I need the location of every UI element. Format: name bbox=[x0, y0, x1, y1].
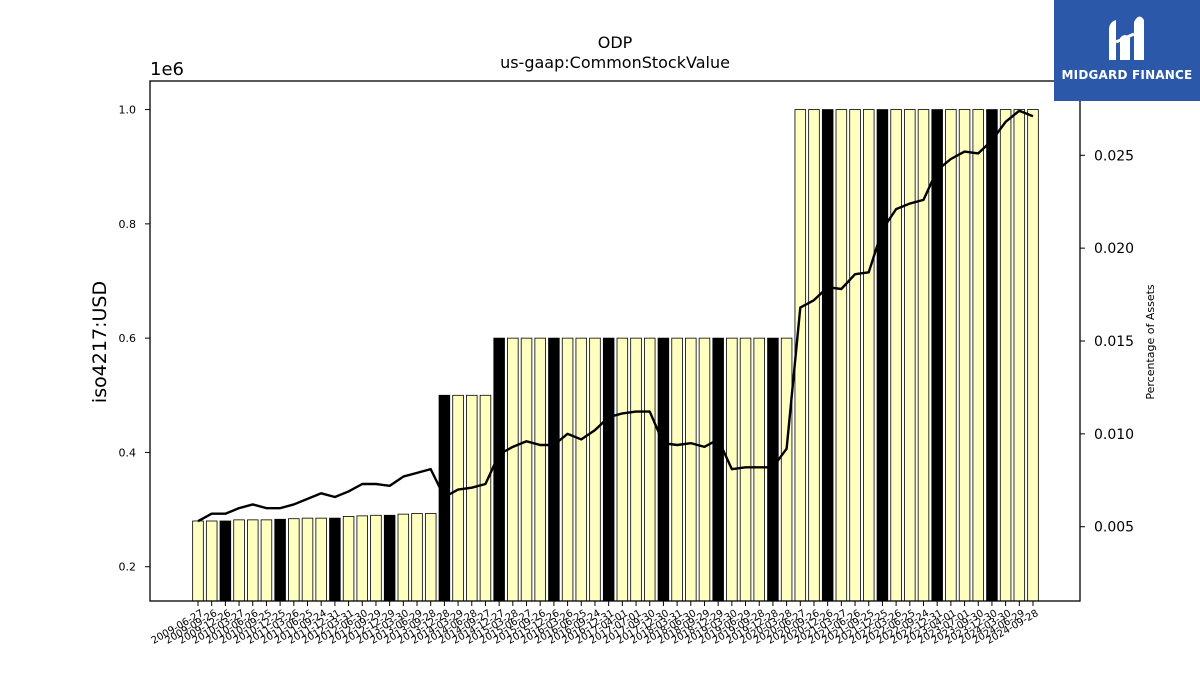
bar bbox=[671, 337, 683, 602]
bar bbox=[493, 337, 505, 602]
bar bbox=[288, 518, 300, 602]
chart-subtitle: us-gaap:CommonStockValue bbox=[500, 53, 730, 72]
chart-title: ODP bbox=[598, 33, 633, 52]
y2-tick-label: 0.010 bbox=[1094, 427, 1134, 443]
bar bbox=[602, 337, 615, 602]
bar bbox=[205, 520, 218, 602]
brand-name: MIDGARD FINANCE bbox=[1061, 68, 1193, 82]
bar bbox=[561, 337, 574, 602]
bar bbox=[301, 517, 314, 602]
bar bbox=[452, 394, 464, 602]
y2-tick-label: 0.015 bbox=[1094, 334, 1134, 350]
bar bbox=[247, 519, 259, 602]
bar bbox=[890, 109, 902, 602]
bar bbox=[849, 109, 861, 602]
bar bbox=[999, 109, 1012, 602]
bar bbox=[904, 109, 916, 602]
bar bbox=[479, 394, 492, 602]
bar bbox=[315, 517, 327, 602]
bar bbox=[575, 337, 588, 602]
bar bbox=[219, 520, 232, 602]
bar bbox=[534, 337, 546, 602]
bar bbox=[233, 519, 245, 602]
bar bbox=[685, 337, 697, 602]
bar bbox=[589, 337, 601, 602]
y-tick-label: 0.8 bbox=[119, 218, 137, 231]
y2-axis-label: Percentage of Assets bbox=[1144, 284, 1157, 400]
bar bbox=[397, 513, 410, 602]
bar bbox=[931, 109, 943, 602]
brand-logo: MIDGARD FINANCE bbox=[1054, 0, 1200, 101]
bar bbox=[643, 337, 656, 602]
bar bbox=[548, 337, 560, 602]
plot-frame bbox=[149, 80, 1081, 602]
bar bbox=[411, 513, 423, 602]
y-tick-label: 0.2 bbox=[119, 561, 137, 574]
bar bbox=[945, 109, 957, 602]
bar bbox=[958, 109, 971, 602]
bar bbox=[698, 337, 711, 602]
y2-tick-label: 0.005 bbox=[1094, 520, 1134, 536]
bar bbox=[780, 337, 793, 602]
bar bbox=[821, 109, 834, 602]
bar bbox=[739, 337, 752, 602]
bar bbox=[876, 109, 889, 602]
bar-group bbox=[192, 109, 1039, 602]
midgard-logo-icon bbox=[1109, 16, 1144, 61]
y-tick-label: 0.4 bbox=[119, 446, 137, 459]
bar bbox=[329, 517, 341, 602]
bar bbox=[767, 337, 779, 602]
bar bbox=[808, 109, 820, 602]
bar bbox=[863, 109, 875, 602]
y2-tick-label: 0.020 bbox=[1094, 241, 1134, 257]
bar bbox=[370, 514, 382, 602]
y-tick-label: 0.6 bbox=[119, 332, 137, 345]
bar bbox=[192, 520, 204, 602]
bar bbox=[835, 109, 848, 602]
bar bbox=[753, 337, 765, 602]
bar bbox=[630, 337, 642, 602]
bar bbox=[1013, 109, 1026, 602]
bar bbox=[616, 337, 629, 602]
bar bbox=[260, 519, 273, 602]
bar bbox=[342, 516, 355, 602]
bar bbox=[1027, 109, 1039, 602]
bar bbox=[972, 109, 984, 602]
bar bbox=[466, 394, 478, 602]
bar bbox=[712, 337, 724, 602]
bar bbox=[917, 109, 930, 602]
bar bbox=[507, 337, 519, 602]
bar bbox=[424, 513, 437, 602]
y-axis-label: iso4217:USD bbox=[89, 281, 111, 403]
y-tick-label: 1.0 bbox=[119, 104, 137, 117]
y2-tick-label: 0.025 bbox=[1094, 148, 1134, 164]
y-offset-label: 1e6 bbox=[150, 59, 184, 80]
bar bbox=[657, 337, 670, 602]
pct-line bbox=[197, 109, 1034, 523]
bar bbox=[383, 514, 396, 602]
bar bbox=[356, 515, 369, 602]
bar bbox=[986, 109, 998, 602]
bar bbox=[274, 518, 286, 602]
tick-group: 2009-06-272009-09-262009-12-262010-03-27… bbox=[119, 104, 1135, 647]
bar bbox=[520, 337, 533, 602]
